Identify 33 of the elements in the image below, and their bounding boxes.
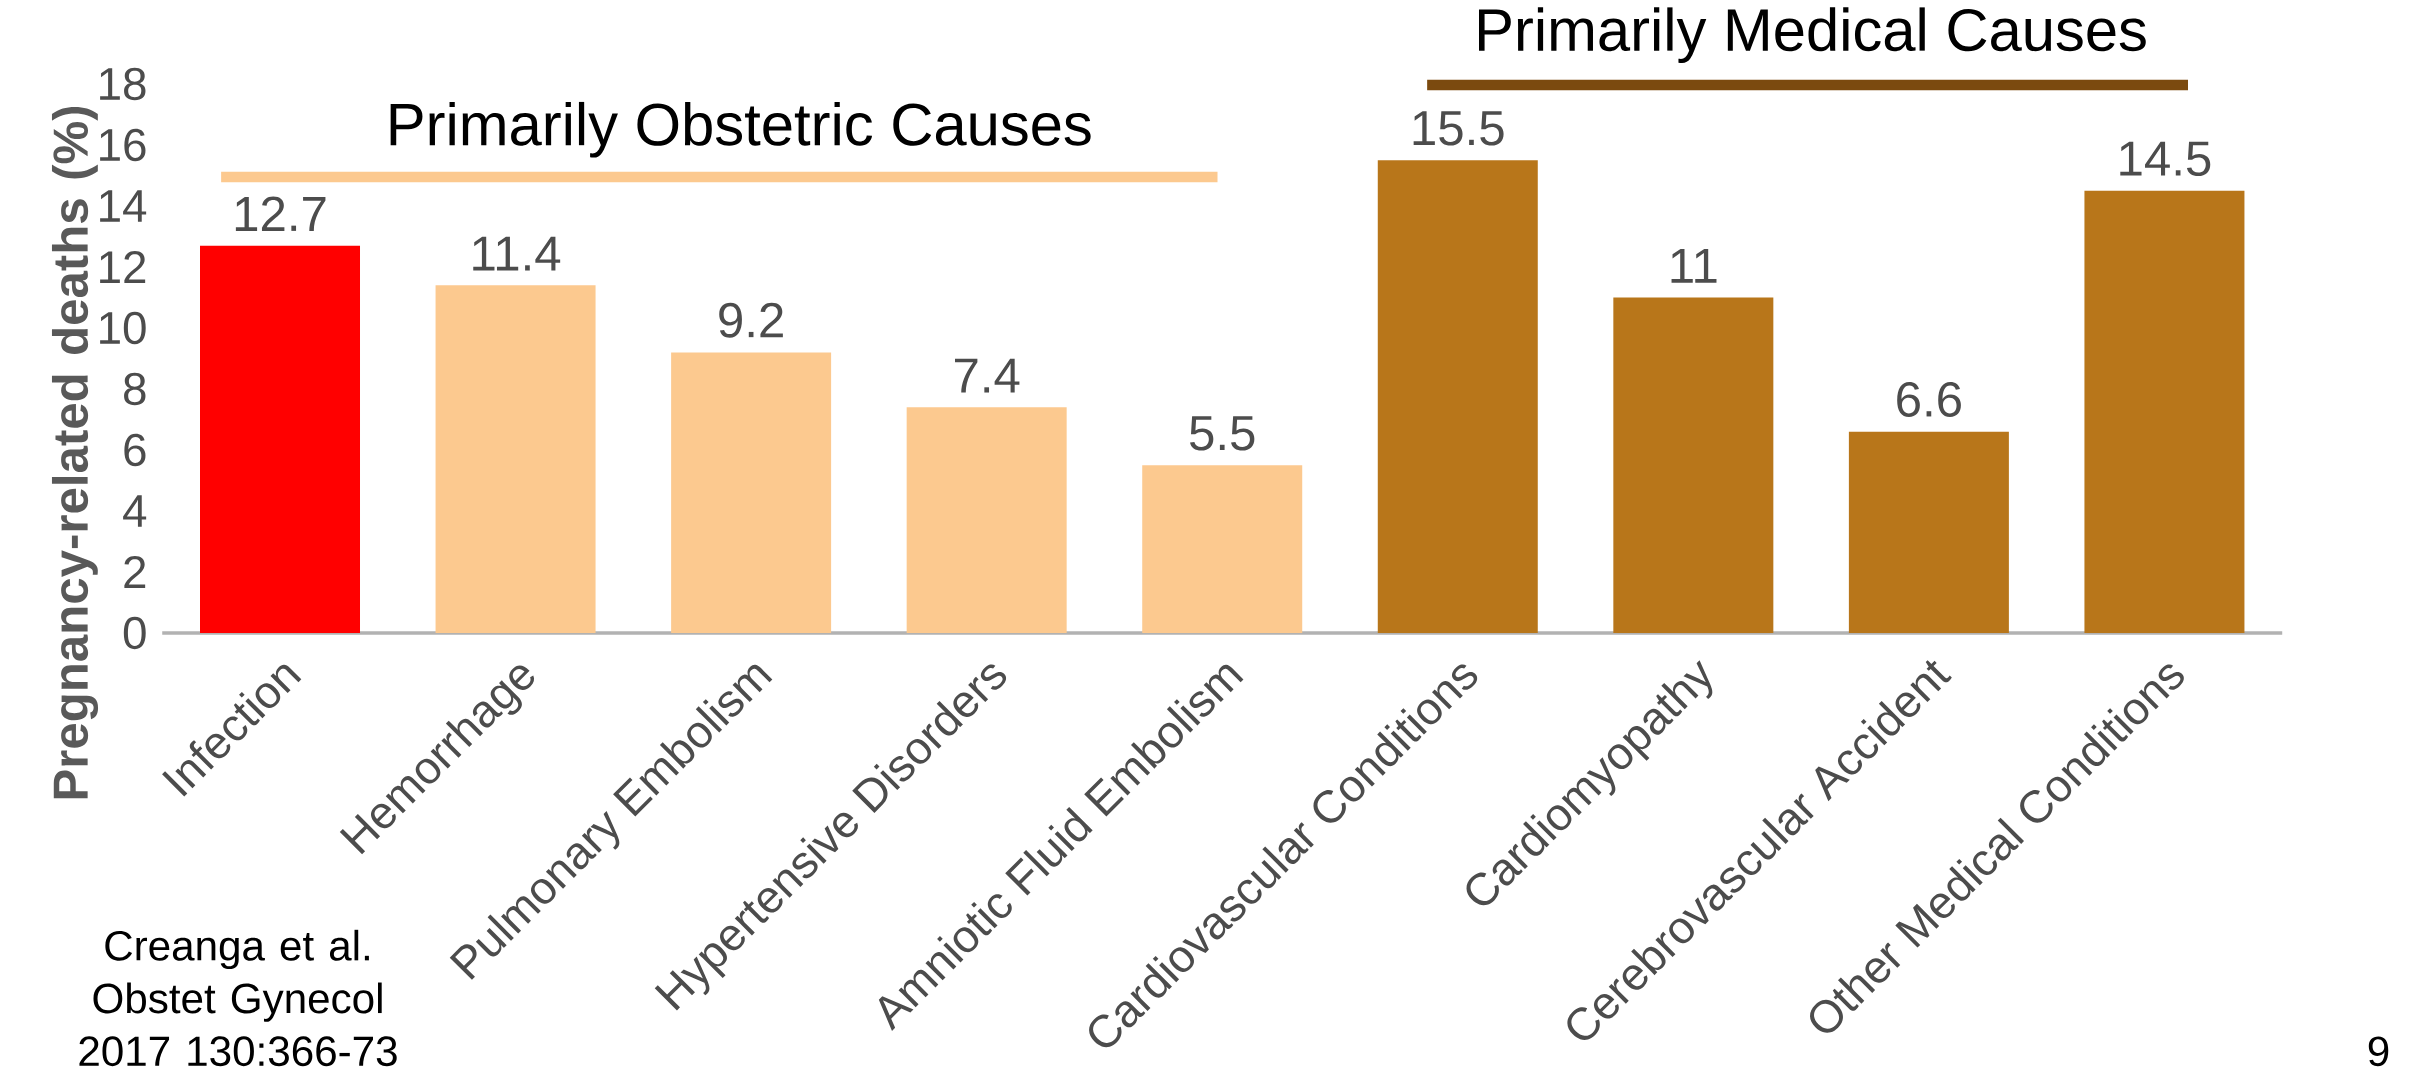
bar xyxy=(1142,465,1303,633)
y-axis-title: Pregnancy-related deaths (%) xyxy=(51,106,99,799)
data-label: 14.5 xyxy=(2120,141,2211,176)
y-tick-label: 12 xyxy=(100,251,146,283)
y-tick-label: 6 xyxy=(124,433,146,467)
bar xyxy=(906,407,1067,633)
y-tick-label: 2 xyxy=(124,556,146,588)
data-label: 7.4 xyxy=(955,358,1020,393)
data-label: 5.5 xyxy=(1190,416,1255,451)
y-tick-label: 4 xyxy=(123,495,147,527)
data-label: 12.7 xyxy=(235,196,326,231)
bar xyxy=(200,245,360,633)
bar xyxy=(671,352,832,633)
data-label: 11 xyxy=(1671,248,1717,283)
bar xyxy=(2084,190,2245,633)
y-tick-label: 0 xyxy=(123,616,146,650)
bar xyxy=(1377,160,1538,633)
bar xyxy=(1613,297,1774,633)
annotation: Primarily Obstetric Causes xyxy=(390,101,1091,158)
y-tick-label: 16 xyxy=(100,128,146,162)
bar xyxy=(435,285,596,633)
text: Creanga et al. Obstet Gynecol 2017 130:366-73 xyxy=(79,929,397,1067)
text: Primarily Medical Causes xyxy=(1479,7,2146,64)
data-label: 6.6 xyxy=(1897,382,1961,417)
y-tick-label: 18 xyxy=(100,67,146,101)
text: 9 xyxy=(2368,1036,2389,1067)
y-tick-label: 8 xyxy=(124,372,146,406)
data-label: 9.2 xyxy=(719,302,783,338)
data-label: 15.5 xyxy=(1413,111,1504,146)
data-label: 11.4 xyxy=(473,236,561,271)
y-tick-label: 10 xyxy=(100,311,146,345)
y-tick-label: 14 xyxy=(100,190,147,222)
bar xyxy=(1848,431,2009,633)
